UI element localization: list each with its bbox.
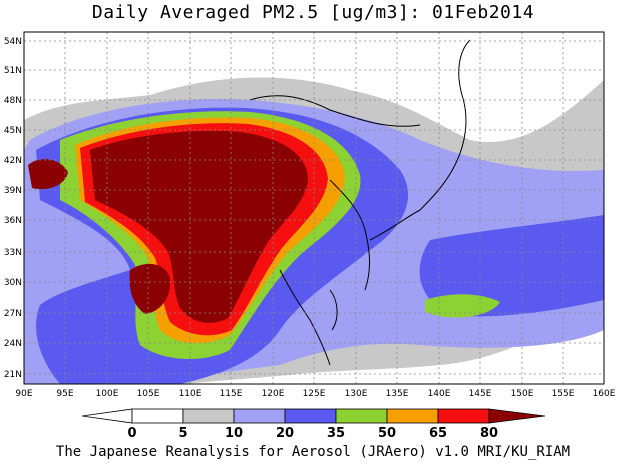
lon-label: 115E xyxy=(220,389,243,399)
lon-label: 100E xyxy=(96,389,119,399)
colorbar: 0 5 10 20 35 50 65 80 xyxy=(81,408,546,441)
lon-label: 95E xyxy=(56,389,73,399)
lat-label: 45N xyxy=(4,126,22,136)
lon-label: 120E xyxy=(262,389,285,399)
colorbar-label: 10 xyxy=(225,426,243,441)
lat-label: 39N xyxy=(4,186,22,196)
lon-label: 160E xyxy=(593,389,616,399)
colorbar-swatch xyxy=(284,408,337,424)
colorbar-swatch xyxy=(182,408,235,424)
lat-label: 51N xyxy=(4,66,22,76)
lon-label: 140E xyxy=(428,389,451,399)
lon-label: 150E xyxy=(511,389,534,399)
lat-label: 42N xyxy=(4,156,22,166)
lon-label: 145E xyxy=(469,389,492,399)
pm25-field xyxy=(24,32,604,384)
lon-label: 90E xyxy=(15,389,32,399)
colorbar-label: 65 xyxy=(429,426,447,441)
colorbar-label: 0 xyxy=(127,426,136,441)
lon-label: 110E xyxy=(179,389,202,399)
coastlines xyxy=(249,39,471,366)
colorbar-label: 5 xyxy=(178,426,187,441)
colorbar-swatch xyxy=(131,408,184,424)
colorbar-label: 35 xyxy=(327,426,345,441)
lat-label: 48N xyxy=(4,96,22,106)
map-frame xyxy=(23,31,605,385)
colorbar-swatch xyxy=(386,408,439,424)
colorbar-label: 50 xyxy=(378,426,396,441)
graticule xyxy=(24,32,604,384)
colorbar-swatch xyxy=(233,408,286,424)
lat-label: 33N xyxy=(4,248,22,258)
lat-label: 27N xyxy=(4,309,22,319)
map-title: Daily Averaged PM2.5 [ug/m3]: 01Feb2014 xyxy=(91,2,535,23)
credit-text: The Japanese Reanalysis for Aerosol (JRA… xyxy=(55,444,571,460)
lon-label: 130E xyxy=(345,389,368,399)
lat-label: 21N xyxy=(4,370,22,380)
lon-label: 155E xyxy=(552,389,575,399)
longitude-labels: 90E 95E 100E 105E 110E 115E 120E 125E 13… xyxy=(15,389,615,399)
lat-label: 54N xyxy=(4,37,22,47)
colorbar-label: 20 xyxy=(276,426,294,441)
colorbar-swatch xyxy=(437,408,490,424)
colorbar-label: 80 xyxy=(480,426,498,441)
colorbar-low-arrow xyxy=(81,408,133,424)
colorbar-high-arrow xyxy=(488,408,546,424)
lat-label: 30N xyxy=(4,278,22,288)
colorbar-swatch xyxy=(335,408,388,424)
latitude-labels: 54N 51N 48N 45N 42N 39N 36N 33N 30N 27N … xyxy=(4,37,22,380)
lat-label: 24N xyxy=(4,339,22,349)
lon-label: 125E xyxy=(303,389,326,399)
lon-label: 105E xyxy=(137,389,160,399)
lat-label: 36N xyxy=(4,216,22,226)
lon-label: 135E xyxy=(386,389,409,399)
